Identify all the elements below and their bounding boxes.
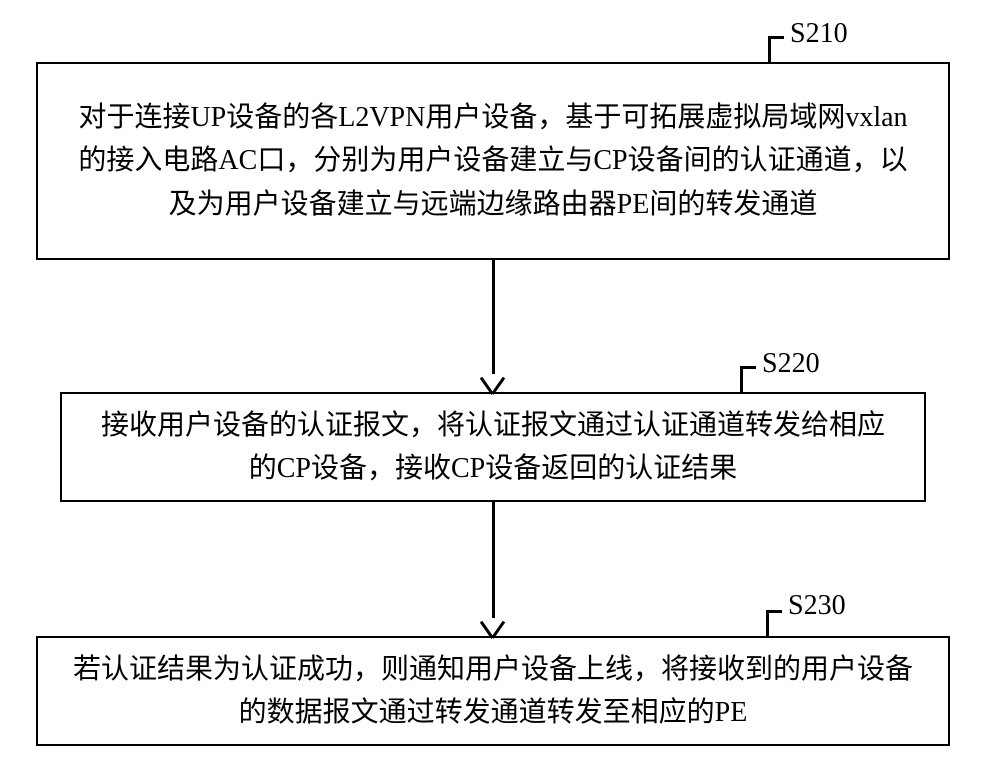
step-label-s210: S210 — [790, 18, 848, 50]
edge-s210-s220 — [492, 260, 495, 374]
step-text: 对于连接UP设备的各L2VPN用户设备，基于可拓展虚拟局域网vxlan的接入电路… — [68, 96, 918, 226]
flowchart-canvas: S210 对于连接UP设备的各L2VPN用户设备，基于可拓展虚拟局域网vxlan… — [0, 0, 1000, 773]
step-label-text: S210 — [790, 18, 848, 49]
step-label-s230: S230 — [788, 590, 846, 622]
step-box-s220: 接收用户设备的认证报文，将认证报文通过认证通道转发给相应的CP设备，接收CP设备… — [60, 392, 926, 502]
step-text: 若认证结果为认证成功，则通知用户设备上线，将接收到的用户设备的数据报文通过转发通… — [68, 648, 918, 735]
step-label-text: S230 — [788, 590, 846, 621]
step-label-s220: S220 — [762, 348, 820, 380]
edge-s220-s230 — [492, 502, 495, 618]
step-text: 接收用户设备的认证报文，将认证报文通过认证通道转发给相应的CP设备，接收CP设备… — [92, 404, 894, 491]
step-box-s210: 对于连接UP设备的各L2VPN用户设备，基于可拓展虚拟局域网vxlan的接入电路… — [36, 62, 950, 260]
step-label-text: S220 — [762, 348, 820, 379]
step-box-s230: 若认证结果为认证成功，则通知用户设备上线，将接收到的用户设备的数据报文通过转发通… — [36, 636, 950, 746]
